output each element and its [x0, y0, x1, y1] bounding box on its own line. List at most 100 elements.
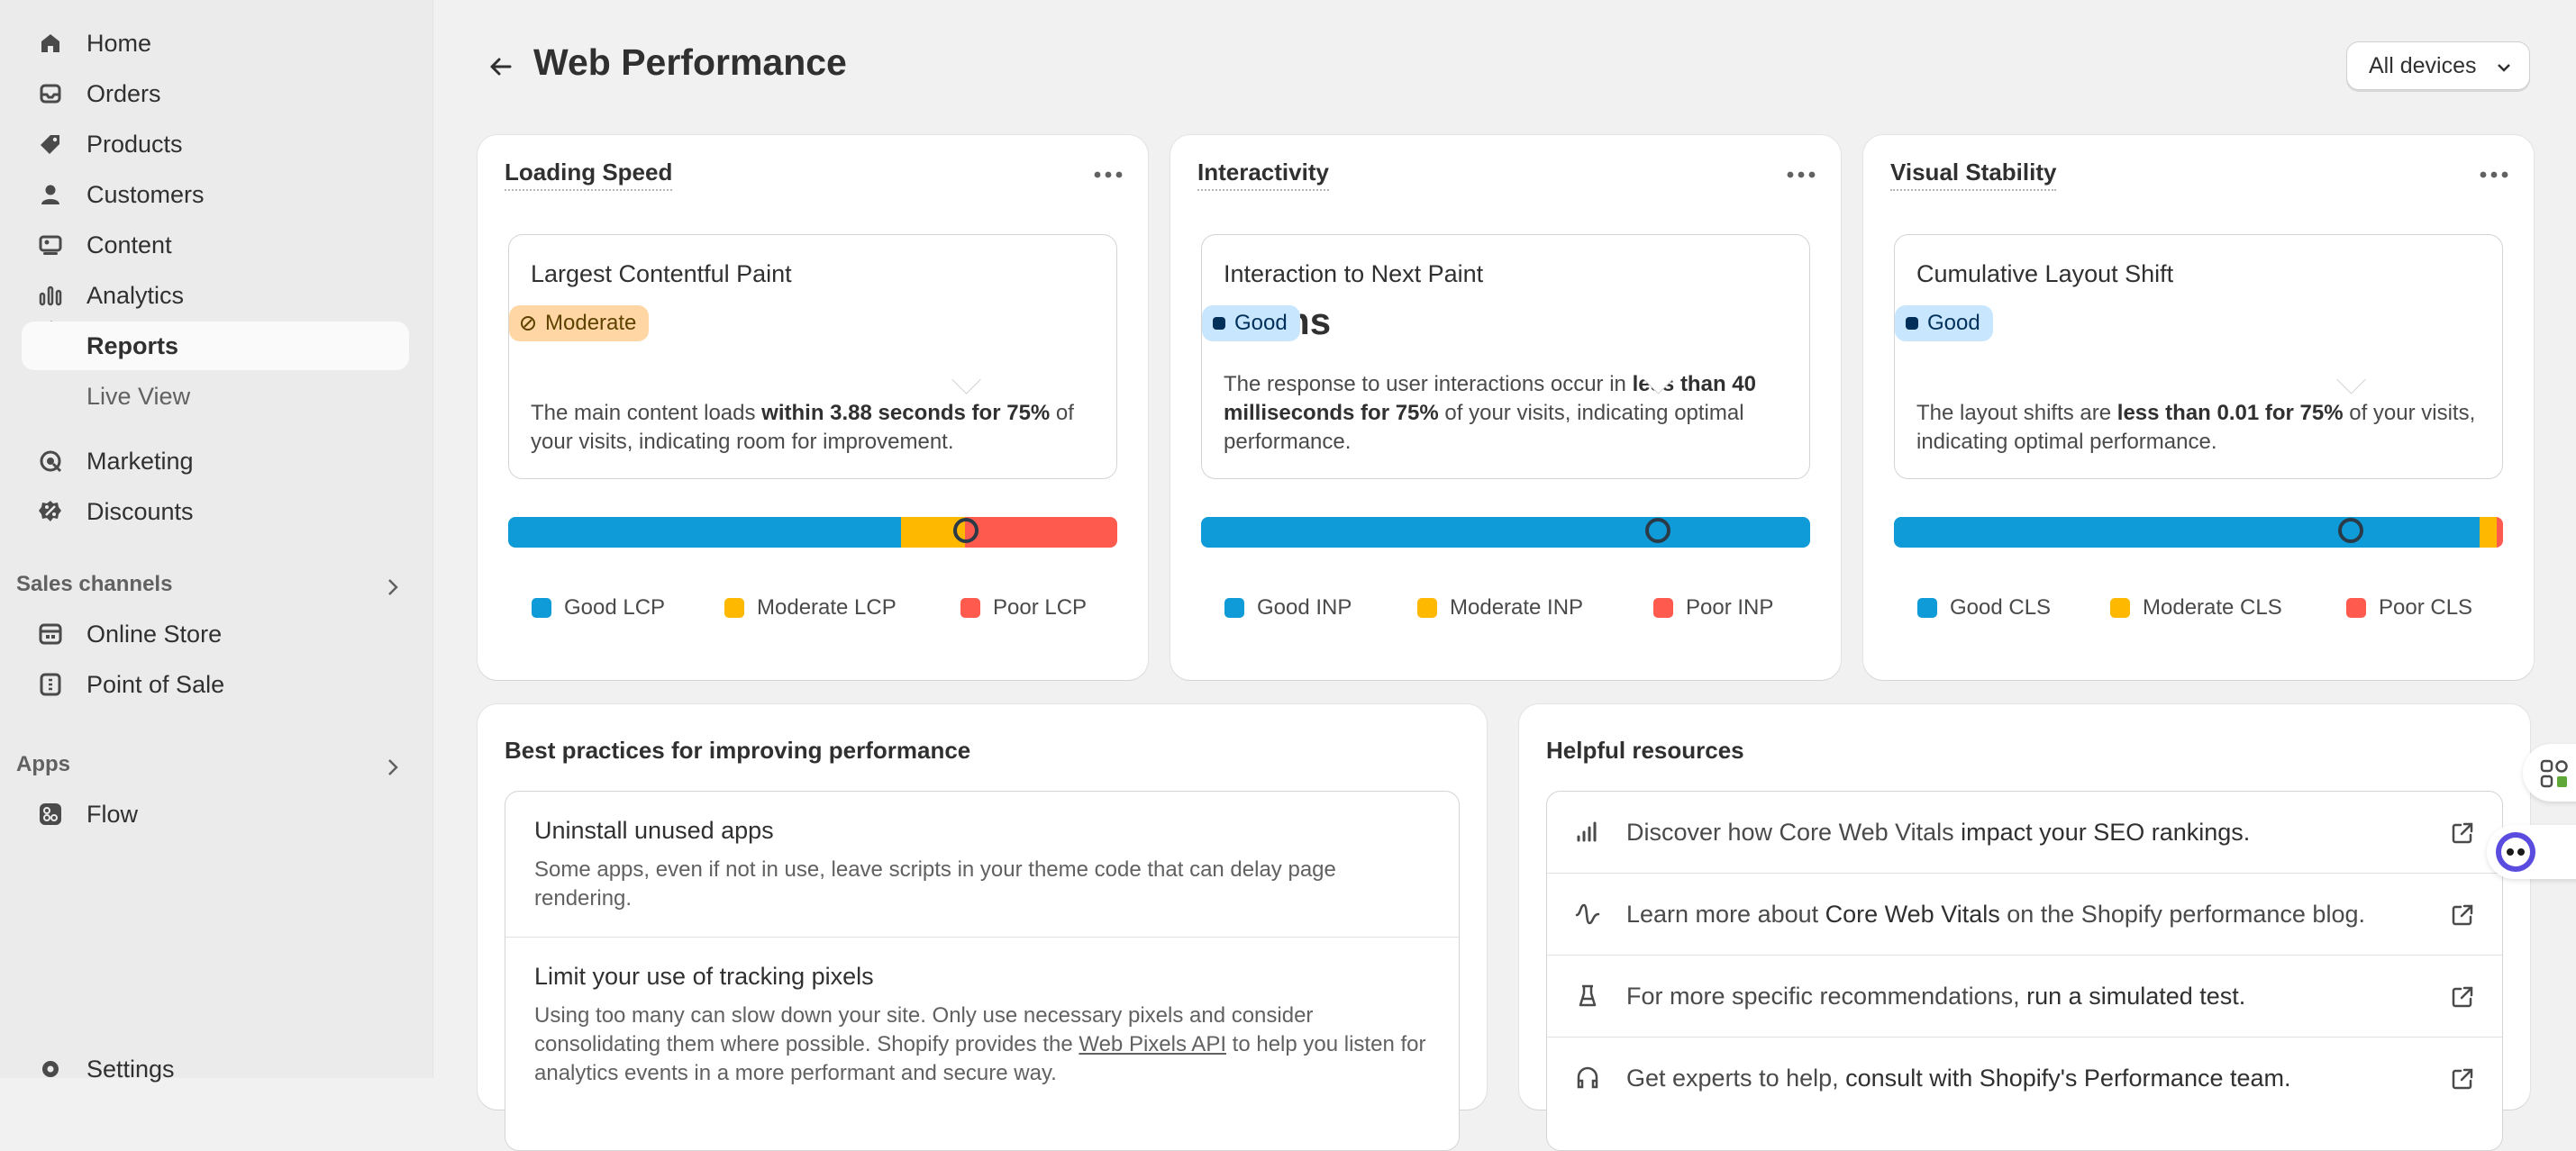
practice-heading: Uninstall unused apps	[534, 817, 774, 844]
nav-marketing[interactable]: Marketing	[22, 437, 409, 485]
legend-label: Poor LCP	[993, 595, 1088, 620]
assistant-widget[interactable]	[2487, 825, 2576, 879]
metric-description: The layout shifts are less than 0.01 for…	[1916, 399, 2493, 457]
nav-label: Reports	[86, 331, 179, 359]
discount-icon	[39, 501, 61, 521]
distribution-bar	[1894, 517, 2503, 548]
legend-good: Good INP	[1224, 594, 1352, 621]
bar-segment-moderate	[2480, 517, 2498, 548]
status-badge: Good	[1202, 305, 1300, 341]
more-options-icon[interactable]	[1092, 169, 1124, 180]
legend-swatch	[1417, 598, 1437, 618]
sidebar: Home Orders Products Customers Content A…	[0, 0, 433, 1083]
app-launcher-widget[interactable]	[2523, 744, 2576, 802]
nav-flow[interactable]: Flow	[22, 790, 409, 838]
legend-label: Moderate INP	[1450, 595, 1584, 620]
nav-label: Live View	[86, 382, 191, 410]
nav-label: Discounts	[86, 497, 194, 525]
nav-online-store[interactable]: Online Store	[22, 610, 409, 658]
metric-description: The response to user interactions occur …	[1224, 370, 1800, 457]
resource-link-text[interactable]: Core Web Vitals	[1825, 900, 2000, 928]
home-icon	[41, 34, 59, 52]
bar-segment-poor	[2497, 517, 2503, 548]
legend-swatch	[532, 598, 551, 618]
nav-settings[interactable]: Settings	[22, 1045, 409, 1093]
pulse-icon	[1575, 903, 1600, 925]
nav-label: Marketing	[86, 447, 194, 475]
back-arrow-icon[interactable]	[483, 49, 519, 85]
practice-text: Some apps, even if not in use, leave scr…	[534, 857, 1336, 911]
inbox-icon	[40, 84, 61, 104]
resource-row-blog[interactable]: Learn more about Core Web Vitals on the …	[1547, 874, 2502, 956]
resource-text-part: on the Shopify performance blog.	[1999, 900, 2365, 928]
more-options-icon[interactable]	[2478, 169, 2510, 180]
status-badge: Moderate	[509, 305, 650, 341]
tag-icon	[41, 135, 59, 154]
nav-label: Products	[86, 130, 183, 158]
p75-marker	[953, 518, 979, 543]
resource-link-text[interactable]: run a simulated test.	[2026, 982, 2246, 1010]
resource-link-text[interactable]: impact your SEO rankings.	[1961, 818, 2251, 846]
legend-swatch	[2346, 598, 2366, 618]
legend-label: Good CLS	[1950, 595, 2052, 620]
nav-label: Orders	[86, 79, 161, 107]
resource-row-seo[interactable]: Discover how Core Web Vitals impact your…	[1547, 792, 2502, 874]
list-item: Limit your use of tracking pixels Using …	[505, 938, 1459, 1110]
resource-text: Learn more about Core Web Vitals on the …	[1626, 901, 2365, 929]
nav-products[interactable]: Products	[22, 120, 409, 168]
nav-orders[interactable]: Orders	[22, 69, 409, 118]
nav-label: Flow	[86, 800, 139, 828]
best-practices-card: Best practices for improving performance…	[478, 704, 1487, 1151]
card-title[interactable]: Interactivity	[1197, 159, 1329, 191]
status-badge-label: Good	[1927, 311, 1980, 335]
legend-good: Good CLS	[1917, 594, 2051, 621]
card-title[interactable]: Loading Speed	[505, 159, 673, 191]
chevron-right-icon[interactable]	[382, 757, 404, 778]
description-emphasis: within 3.88 seconds for 75%	[761, 401, 1051, 425]
person-icon	[41, 185, 59, 204]
legend-label: Poor CLS	[2379, 595, 2473, 620]
legend-label: Moderate CLS	[2143, 595, 2282, 620]
legend-label: Moderate LCP	[757, 595, 897, 620]
assistant-icon	[2496, 832, 2535, 872]
description-text: The layout shifts are	[1916, 401, 2117, 425]
resource-row-test[interactable]: For more specific recommendations, run a…	[1547, 956, 2502, 1038]
apps-title: Apps	[16, 752, 70, 776]
nav-discounts[interactable]: Discounts	[22, 487, 409, 536]
legend-moderate: Moderate LCP	[724, 594, 897, 621]
nav-customers[interactable]: Customers	[22, 170, 409, 219]
flask-icon	[1579, 984, 1597, 1007]
resource-row-experts[interactable]: Get experts to help, consult with Shopif…	[1547, 1038, 2502, 1119]
nav-point-of-sale[interactable]: Point of Sale	[22, 660, 409, 709]
chevron-right-icon[interactable]	[382, 576, 404, 598]
helpful-resources-title: Helpful resources	[1546, 737, 1744, 764]
headset-icon	[1577, 1066, 1598, 1089]
external-link-icon[interactable]	[2450, 1066, 2475, 1092]
external-link-icon[interactable]	[2450, 902, 2475, 928]
resource-text-part: Discover how Core Web Vitals	[1626, 818, 1962, 846]
more-options-icon[interactable]	[1785, 169, 1817, 180]
nav-reports[interactable]: Reports	[22, 322, 409, 370]
nav-live-view[interactable]: Live View	[22, 372, 409, 421]
web-pixels-api-link[interactable]: Web Pixels API	[1079, 1032, 1226, 1056]
external-link-icon[interactable]	[2450, 820, 2475, 846]
metric-summary-box: Cumulative Layout Shift 0.01 Good The la…	[1894, 234, 2503, 479]
gear-icon	[42, 1061, 59, 1077]
p75-marker	[1645, 518, 1670, 543]
nav-label: Point of Sale	[86, 670, 225, 698]
nav-label: Settings	[86, 1055, 175, 1083]
bar-segment-good	[1201, 517, 1810, 548]
external-link-icon[interactable]	[2450, 984, 2475, 1010]
nav-analytics[interactable]: Analytics	[22, 271, 409, 320]
apps-grid-icon	[2540, 759, 2568, 788]
device-select-button[interactable]: All devices	[2346, 41, 2530, 90]
legend-good: Good LCP	[532, 594, 665, 621]
sales-channels-title: Sales channels	[16, 572, 173, 596]
nav-content[interactable]: Content	[22, 221, 409, 269]
legend-swatch	[2110, 598, 2130, 618]
legend-moderate: Moderate INP	[1417, 594, 1583, 621]
nav-home[interactable]: Home	[22, 19, 409, 68]
good-status-icon	[1906, 317, 1918, 330]
metric-name: Largest Contentful Paint	[531, 260, 792, 287]
card-title[interactable]: Visual Stability	[1890, 159, 2057, 191]
